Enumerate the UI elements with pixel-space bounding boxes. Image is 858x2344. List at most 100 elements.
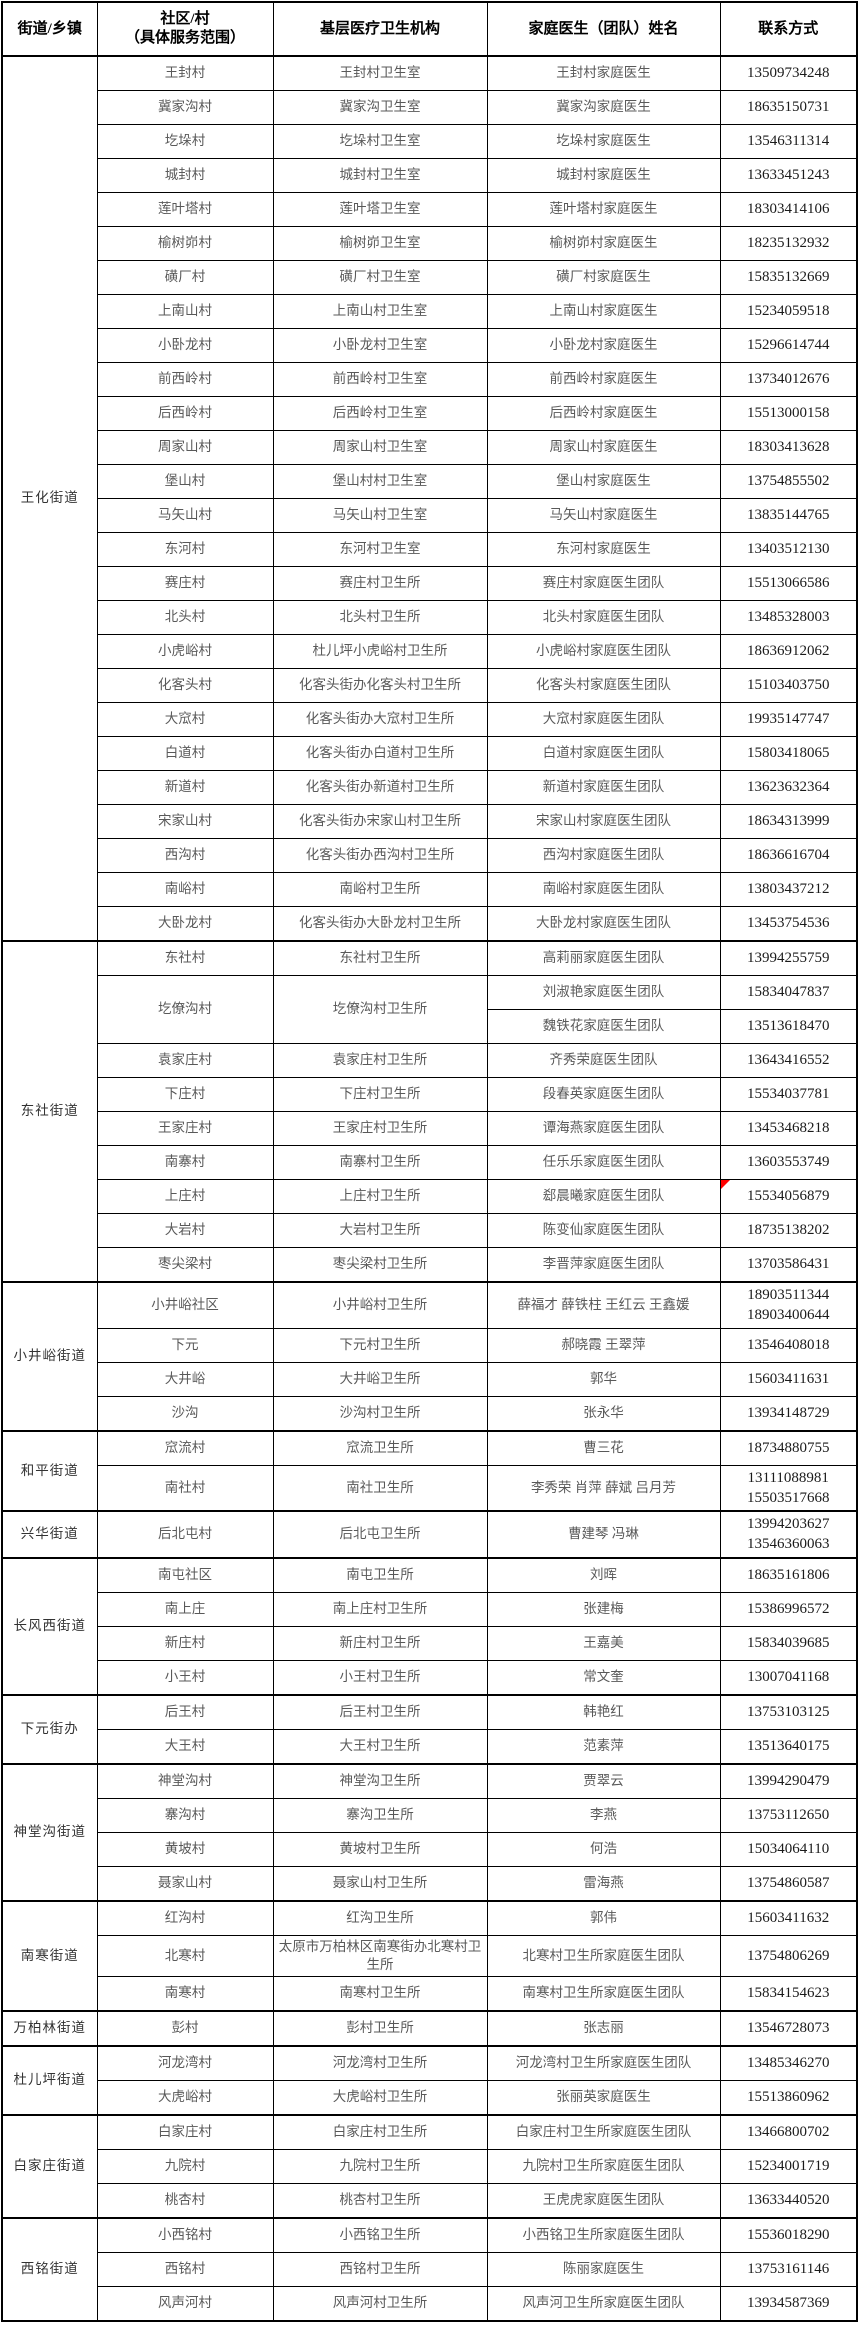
header-institution: 基层医疗卫生机构 — [272, 1, 488, 57]
village-cell: 九院村 — [96, 2148, 274, 2184]
doctor-cell: 张建梅 — [486, 1591, 721, 1627]
institution-cell: 桃杏村卫生所 — [272, 2182, 488, 2219]
institution-cell: 大井峪卫生所 — [272, 1361, 488, 1397]
table-row: 下元街办 后王村 后王村卫生所 韩艳红 13753103125 — [1, 1693, 858, 1764]
phone-cell: 15834154623 — [719, 1975, 858, 2012]
institution-cell: 后西岭村卫生室 — [272, 396, 488, 431]
institution-cell: 王封村卫生室 — [272, 55, 488, 91]
village-cell: 前西岭村 — [96, 362, 274, 397]
phone-cell: 13934148729 — [719, 1395, 858, 1431]
institution-cell: 新庄村卫生所 — [272, 1625, 488, 1661]
street-cell: 万柏林街道 — [1, 2009, 98, 2047]
doctor-cell: 陈变仙家庭医生团队 — [486, 1213, 721, 1248]
institution-cell: 圪僚沟村卫生所 — [272, 975, 488, 1044]
table-row: 周家山村 周家山村卫生室 周家山村家庭医生 18303413628 — [2, 430, 858, 465]
institution-cell: 太原市万柏林区南寒街办北寒村卫生所 — [272, 1934, 488, 1977]
village-cell: 小虎峪村 — [96, 634, 274, 669]
table-row: 北寒村 太原市万柏林区南寒街办北寒村卫生所 北寒村卫生所家庭医生团队 13754806… — [2, 1934, 858, 1977]
doctor-cell: 磺厂村家庭医生 — [486, 260, 721, 295]
table-row: 长风西街道 南屯社区 南屯卫生所 刘晖 18635161806 — [1, 1556, 858, 1695]
doctor-cell: 张志丽 — [486, 2009, 721, 2047]
header-row: 街道/乡镇 社区/村 （具体服务范围） 基层医疗卫生机构 家庭医生（团队）姓名 … — [1, 1, 858, 57]
table-row: 九院村 九院村卫生所 九院村卫生所家庭医生团队 15234001719 — [2, 2148, 858, 2184]
village-cell: 大井峪 — [96, 1361, 274, 1397]
table-row: 大虎峪村 大虎峪村卫生所 张丽英家庭医生 15513860962 — [2, 2079, 858, 2116]
village-cell: 磺厂村 — [96, 260, 274, 295]
phone-cell: 13453754536 — [719, 906, 858, 942]
table-row: 西铭村 西铭村卫生所 陈丽家庭医生 13753161146 — [2, 2251, 858, 2287]
phone-cell: 15534056879 — [719, 1179, 858, 1214]
doctor-cell: 赛庄村家庭医生团队 — [486, 566, 721, 601]
doctor-cell: 宋家山村家庭医生团队 — [486, 804, 721, 839]
table-row: 大窊村 化客头街办大窊村卫生所 大窊村家庭医生团队 19935147747 — [2, 702, 858, 737]
phone-cell: 13734012676 — [719, 362, 858, 397]
street-cell: 小井峪街道 — [1, 1281, 98, 1431]
doctor-cell: 后西岭村家庭医生 — [486, 396, 721, 431]
table-row: 小卧龙村 小卧龙村卫生室 小卧龙村家庭医生 15296614744 — [2, 328, 858, 363]
village-cell: 化客头村 — [96, 668, 274, 703]
institution-cell: 南峪村卫生所 — [272, 872, 488, 907]
phone-cell: 13754806269 — [719, 1934, 858, 1977]
institution-cell: 磺厂村卫生室 — [272, 260, 488, 295]
doctor-cell: 刘晖 — [486, 1556, 721, 1593]
table-row: 白道村 化客头街办白道村卫生所 白道村家庭医生团队 15803418065 — [2, 736, 858, 771]
doctor-cell: 风声河卫生所家庭医生团队 — [486, 2285, 721, 2322]
table-row: 东河村 东河村卫生室 东河村家庭医生 13403512130 — [2, 532, 858, 567]
header-village: 社区/村 （具体服务范围） — [96, 1, 274, 57]
village-cell: 莲叶塔村 — [96, 192, 274, 227]
institution-cell: 榆树峁卫生室 — [272, 226, 488, 261]
table-row: 袁家庄村 袁家庄村卫生所 齐秀荣庭医生团队 13643416552 — [2, 1043, 858, 1078]
phone-cell: 13513640175 — [719, 1728, 858, 1764]
doctor-cell: 白家庄村卫生所家庭医生团队 — [486, 2113, 721, 2150]
village-cell: 彭村 — [96, 2009, 274, 2047]
table-row: 下元 下元村卫生所 郝晓霞 王翠萍 13546408018 — [2, 1327, 858, 1363]
phone-cell: 13754855502 — [719, 464, 858, 499]
table-row: 杜儿坪街道 河龙湾村 河龙湾村卫生所 河龙湾村卫生所家庭医生团队 13485346270 — [1, 2044, 858, 2116]
village-cell: 小西铭村 — [96, 2216, 274, 2253]
phone-cell: 13623632364 — [719, 770, 858, 805]
institution-cell: 周家山村卫生室 — [272, 430, 488, 465]
institution-cell: 东河村卫生室 — [272, 532, 488, 567]
doctor-cell: 前西岭村家庭医生 — [486, 362, 721, 397]
village-cell: 窊流村 — [96, 1429, 274, 1466]
institution-cell: 西铭村卫生所 — [272, 2251, 488, 2287]
phone-cell: 15513000158 — [719, 396, 858, 431]
doctor-cell: 陈丽家庭医生 — [486, 2251, 721, 2287]
doctor-cell: 刘淑艳家庭医生团队 — [486, 975, 721, 1010]
table-row: 大卧龙村 化客头街办大卧龙村卫生所 大卧龙村家庭医生团队 13453754536 — [2, 906, 858, 942]
table-row: 东社街道 东社村 东社村卫生所 高莉丽家庭医生团队 13994255759 — [1, 940, 858, 1283]
phone-cell: 13485346270 — [719, 2044, 858, 2081]
doctor-cell: 齐秀荣庭医生团队 — [486, 1043, 721, 1078]
table-row: 枣尖梁村 枣尖梁村卫生所 李晋萍家庭医生团队 13703586431 — [2, 1247, 858, 1283]
village-cell: 堡山村 — [96, 464, 274, 499]
doctor-cell: 任乐乐家庭医生团队 — [486, 1145, 721, 1180]
phone-cell: 15834047837 — [719, 975, 858, 1010]
street-cell: 东社街道 — [1, 940, 98, 1283]
village-cell: 南寨村 — [96, 1145, 274, 1180]
doctor-cell: 马矢山村家庭医生 — [486, 498, 721, 533]
table-row: 白家庄街道 白家庄村 白家庄村卫生所 白家庄村卫生所家庭医生团队 13466800702 — [1, 2113, 858, 2219]
institution-cell: 化客头街办化客头村卫生所 — [272, 668, 488, 703]
doctor-cell: 雷海燕 — [486, 1865, 721, 1901]
phone-cell: 15296614744 — [719, 328, 858, 363]
table-row: 北头村 北头村卫生所 北头村家庭医生团队 13485328003 — [2, 600, 858, 635]
institution-cell: 东社村卫生所 — [272, 940, 488, 976]
table-row: 赛庄村 赛庄村卫生所 赛庄村家庭医生团队 15513066586 — [2, 566, 858, 601]
table-row: 小井峪街道 小井峪社区 小井峪村卫生所 薛福才 薛铁柱 王红云 王鑫媛 18903511… — [1, 1281, 858, 1431]
table-row: 莲叶塔村 莲叶塔卫生室 莲叶塔村家庭医生 18303414106 — [2, 192, 858, 227]
village-cell: 小井峪社区 — [96, 1281, 274, 1329]
doctor-cell: 韩艳红 — [486, 1693, 721, 1730]
street-cell: 杜儿坪街道 — [1, 2044, 98, 2116]
village-cell: 南上庄 — [96, 1591, 274, 1627]
institution-cell: 南上庄村卫生所 — [272, 1591, 488, 1627]
table-body: 王化街道 王封村 王封村卫生室 王封村家庭医生 13509734248 冀家沟村 冀家沟卫生… — [1, 55, 858, 2322]
table-row: 王家庄村 王家庄村卫生所 谭海燕家庭医生团队 13453468218 — [2, 1111, 858, 1146]
phone-cell: 13633451243 — [719, 158, 858, 193]
village-cell: 下庄村 — [96, 1077, 274, 1112]
village-cell: 新道村 — [96, 770, 274, 805]
phone-cell: 15234001719 — [719, 2148, 858, 2184]
village-cell: 南屯社区 — [96, 1556, 274, 1593]
doctor-cell: 周家山村家庭医生 — [486, 430, 721, 465]
table-row: 下庄村 下庄村卫生所 段春英家庭医生团队 15534037781 — [2, 1077, 858, 1112]
